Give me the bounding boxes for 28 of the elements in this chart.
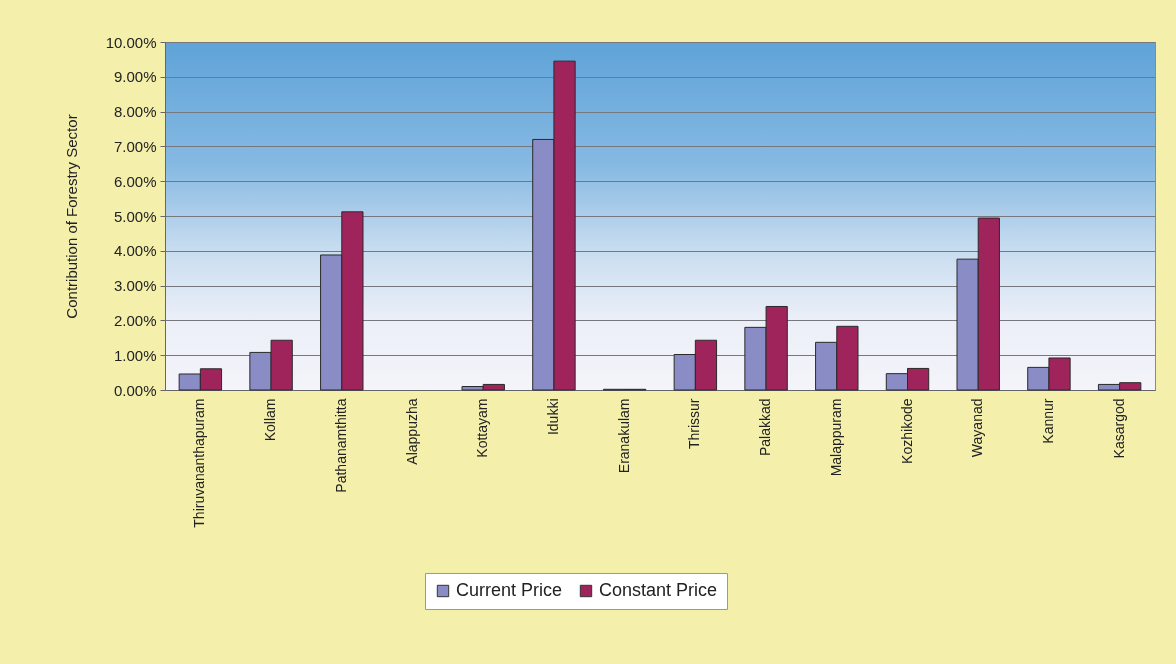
x-tick-label: Kozhikode — [898, 398, 915, 464]
legend-label: Constant Price — [599, 580, 718, 600]
x-tick-label: Palakkad — [757, 398, 774, 457]
y-tick-label: 6.00% — [113, 172, 157, 190]
y-tick-label: 2.00% — [113, 311, 157, 329]
x-tick-label: Kottayam — [474, 398, 491, 458]
x-tick-label: Idukki — [544, 398, 561, 436]
y-tick-label: 3.00% — [113, 277, 157, 295]
x-tick-label: Alappuzha — [403, 398, 420, 465]
x-tick-label: Pathanamthitta — [332, 398, 349, 493]
x-tick-label: Malappuram — [827, 398, 844, 477]
x-tick-label: Kasargod — [1110, 398, 1127, 459]
x-tick-label: Thrissur — [686, 398, 703, 450]
x-tick-label: Eranakulam — [615, 398, 632, 474]
y-tick-label: 4.00% — [113, 242, 157, 260]
x-tick-label: Kannur — [1039, 398, 1056, 444]
x-tick-label: Wayanad — [969, 398, 986, 458]
y-tick-label: 8.00% — [113, 103, 157, 121]
y-tick-label: 10.00% — [105, 33, 157, 51]
legend-label: Current Price — [456, 580, 563, 600]
y-tick-label: 0.00% — [113, 381, 157, 399]
x-tick-label: Kollam — [262, 398, 279, 442]
x-tick-label: Thiruvananthapuram — [191, 398, 208, 528]
y-tick-label: 9.00% — [113, 68, 157, 86]
y-tick-label: 5.00% — [113, 207, 157, 225]
y-tick-label: 7.00% — [113, 137, 157, 155]
y-axis-title: Contribution of Forestry Sector — [62, 114, 80, 319]
y-tick-label: 1.00% — [113, 346, 157, 364]
